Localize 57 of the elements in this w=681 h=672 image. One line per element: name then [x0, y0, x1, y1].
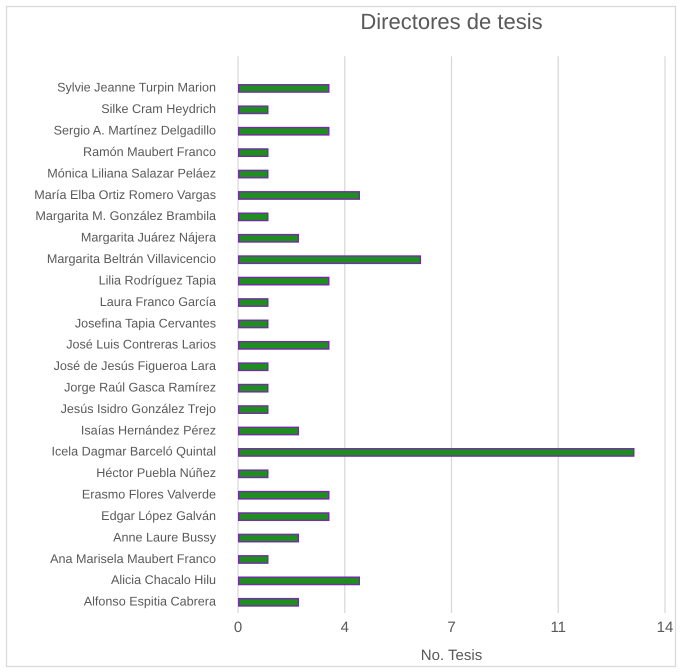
- bar: [238, 512, 330, 522]
- y-tick-label: Isaías Hernández Pérez: [80, 423, 216, 438]
- y-tick-label: Josefina Tapia Cervantes: [74, 316, 216, 330]
- y-tick-label: Jorge Raúl Gasca Ramírez: [64, 380, 216, 394]
- y-tick-label: Erasmo Flores Valverde: [82, 488, 216, 502]
- y-tick-label: Anne Laure Bussy: [113, 530, 217, 544]
- bar: [238, 384, 268, 393]
- bar: [238, 362, 268, 372]
- bar: [238, 555, 268, 564]
- bar: [238, 405, 268, 414]
- bar: [238, 148, 268, 158]
- y-tick-label: Sylvie Jeanne Turpin Marion: [57, 80, 216, 95]
- bar: [238, 126, 330, 136]
- y-tick-label: Laura Franco García: [100, 294, 216, 309]
- y-tick-label: Icela Dagmar Barceló Quintal: [52, 444, 216, 459]
- bar: [238, 340, 330, 350]
- bar: [238, 105, 268, 114]
- x-axis-title: No. Tesis: [420, 646, 482, 664]
- x-tick-label: 14: [656, 618, 674, 636]
- bar: [238, 234, 299, 243]
- y-tick-label: Lilia Rodríguez Tapia: [98, 273, 216, 288]
- x-tick-label: 0: [234, 618, 242, 636]
- bar: [238, 212, 268, 222]
- y-tick-label: Margarita Juárez Nájera: [80, 230, 216, 245]
- bar: [238, 448, 634, 457]
- bar: [238, 170, 268, 178]
- bar: [238, 598, 299, 607]
- y-tick-label: Sergio A. Martínez Delgadillo: [54, 124, 216, 138]
- y-tick-label: Margarita M. González Brambila: [35, 209, 216, 224]
- bar: [238, 576, 360, 586]
- y-tick-label: Silke Cram Heydrich: [101, 102, 216, 116]
- y-tick-label: Alicia Chacalo Hilu: [111, 573, 216, 588]
- bar: [238, 255, 421, 264]
- y-tick-label: José de Jesús Figueroa Lara: [54, 359, 216, 374]
- y-tick-label: José Luis Contreras Larios: [66, 338, 216, 352]
- y-tick-label: Héctor Puebla Núñez: [96, 466, 216, 480]
- y-tick-label: Edgar López Galván: [101, 508, 216, 523]
- x-tick-label: 7: [447, 618, 456, 636]
- bar: [238, 276, 330, 286]
- chart-title: Directores de tesis: [360, 8, 543, 34]
- bar: [238, 426, 299, 436]
- y-tick-label: Ana Marisela Maubert Franco: [50, 552, 216, 566]
- bar: [238, 490, 330, 500]
- bar: [238, 84, 330, 93]
- y-tick-label: María Elba Ortiz Romero Vargas: [34, 188, 216, 202]
- x-tick-label: 4: [340, 618, 349, 636]
- y-tick-label: Margarita Beltrán Villavicencio: [46, 252, 216, 266]
- bar: [238, 534, 299, 542]
- y-tick-label: Ramón Maubert Franco: [83, 144, 216, 159]
- y-tick-label: Mónica Liliana Salazar Peláez: [47, 166, 216, 180]
- bar: [238, 298, 268, 307]
- bar: [238, 320, 268, 328]
- x-tick-label: 11: [550, 618, 566, 636]
- y-tick-label: Alfonso Espitia Cabrera: [84, 594, 216, 609]
- y-tick-label: Jesús Isidro González Trejo: [60, 402, 216, 416]
- bar: [238, 469, 268, 478]
- bar: [238, 191, 360, 200]
